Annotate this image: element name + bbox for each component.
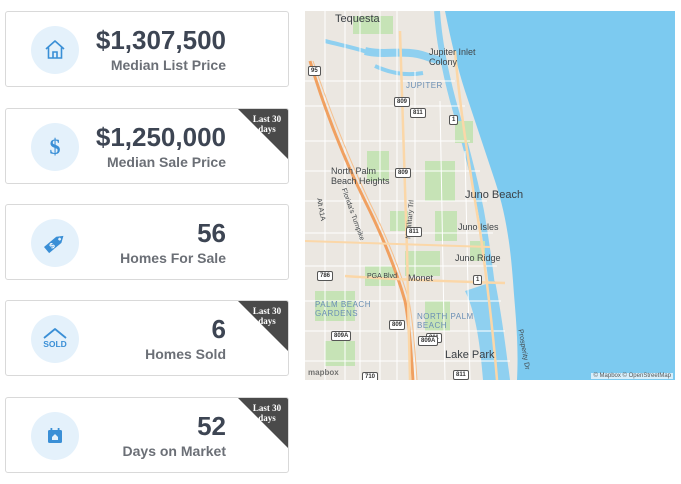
stat-value: 56 xyxy=(197,218,226,248)
route-shield: 809A xyxy=(418,336,439,346)
price-tag-icon-badge: $ xyxy=(31,219,79,267)
stat-card-homes-for-sale: $ 56 Homes For Sale xyxy=(5,204,289,280)
sold-house-icon: SOLD xyxy=(43,328,67,349)
house-icon xyxy=(45,40,65,59)
stat-label: Days on Market xyxy=(122,443,226,459)
calendar-icon xyxy=(48,428,62,443)
route-shield: 811 xyxy=(410,108,426,118)
map-attribution[interactable]: © Mapbox © OpenStreetMap xyxy=(591,373,673,379)
area-map[interactable]: Tequesta Jupiter Inlet Colony JUPITER No… xyxy=(305,11,675,380)
house-icon-badge xyxy=(31,26,79,74)
place-label: Juno Ridge xyxy=(455,253,501,263)
stat-value: 6 xyxy=(211,314,226,344)
ribbon-text: Last 30 days xyxy=(252,306,282,326)
place-label: Juno Isles xyxy=(458,222,499,232)
sold-house-icon-badge: SOLD xyxy=(31,315,79,363)
stat-value: $1,250,000 xyxy=(95,122,226,152)
stat-card-homes-sold: SOLD 6 Homes Sold Last 30 days xyxy=(5,300,289,376)
place-label: North Palm Beach Heights xyxy=(331,166,390,186)
stat-card-median-list-price: $1,307,500 Median List Price xyxy=(5,11,289,87)
route-shield: 710 xyxy=(362,372,379,380)
svg-text:SOLD: SOLD xyxy=(43,339,67,349)
ribbon-text: Last 30 days xyxy=(252,114,282,134)
route-shield: 95 xyxy=(308,66,321,76)
road-label: PGA Blvd xyxy=(367,273,397,280)
ribbon-text: Last 30 days xyxy=(252,403,282,423)
calendar-icon-badge xyxy=(31,412,79,460)
place-label: PALM BEACH GARDENS xyxy=(315,300,371,318)
route-shield: 1 xyxy=(473,275,483,285)
period-ribbon: Last 30 days xyxy=(238,301,288,351)
stat-value: 52 xyxy=(197,411,226,441)
route-shield: 809 xyxy=(394,97,411,107)
stat-value: $1,307,500 xyxy=(95,25,226,55)
mapbox-logo[interactable]: mapbox xyxy=(308,368,339,377)
svg-text:$: $ xyxy=(50,134,61,159)
route-shield: 786 xyxy=(317,271,334,281)
route-shield: 1 xyxy=(449,115,459,125)
route-shield: 809A xyxy=(331,331,352,341)
place-label: JUPITER xyxy=(406,81,443,90)
route-shield: 809 xyxy=(389,320,406,330)
price-tag-icon: $ xyxy=(44,235,64,254)
place-label: Jupiter Inlet Colony xyxy=(429,47,476,67)
dollar-icon: $ xyxy=(50,134,61,159)
stat-label: Median List Price xyxy=(110,57,226,73)
stat-label: Median Sale Price xyxy=(106,154,226,170)
dollar-icon-badge: $ xyxy=(31,123,79,171)
stat-label: Homes Sold xyxy=(145,346,226,362)
stat-card-days-on-market: 52 Days on Market Last 30 days xyxy=(5,397,289,473)
place-label: Tequesta xyxy=(335,13,380,25)
stat-label: Homes For Sale xyxy=(120,250,226,266)
place-label: Monet xyxy=(408,273,434,283)
period-ribbon: Last 30 days xyxy=(238,398,288,448)
place-label: Lake Park xyxy=(445,349,495,361)
route-shield: 811 xyxy=(453,370,469,380)
place-label: NORTH PALM BEACH xyxy=(417,312,474,330)
place-label: Juno Beach xyxy=(465,189,524,201)
route-shield: 809 xyxy=(395,168,412,178)
route-shield: 811 xyxy=(406,227,422,237)
stat-card-median-sale-price: $ $1,250,000 Median Sale Price Last 30 d… xyxy=(5,108,289,184)
svg-text:$: $ xyxy=(48,241,58,251)
map-canvas[interactable] xyxy=(305,11,675,380)
period-ribbon: Last 30 days xyxy=(238,109,288,159)
